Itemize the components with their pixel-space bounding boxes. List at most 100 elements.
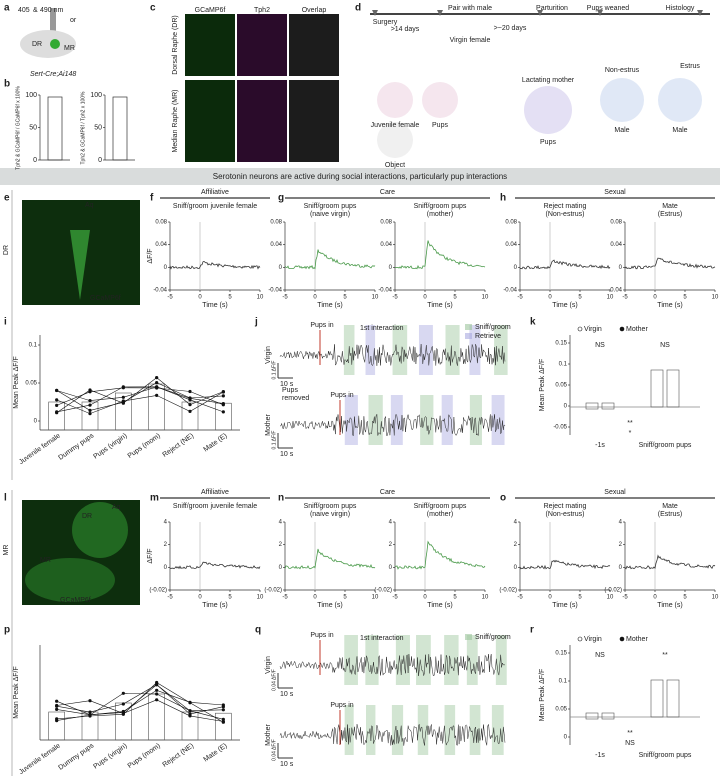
image-feature bbox=[25, 558, 115, 602]
scale-label: 0.1 ΔF/F bbox=[271, 361, 277, 380]
timeline-marker bbox=[372, 10, 378, 16]
bar bbox=[650, 369, 664, 408]
panel-letter: n bbox=[278, 493, 284, 504]
amp: & bbox=[33, 7, 38, 14]
x-tick-label: -5 bbox=[167, 295, 173, 301]
mouse-line: Sert-Cre;Ai148 bbox=[30, 71, 76, 78]
x-tick-label: 0 bbox=[198, 295, 202, 301]
brain bbox=[20, 30, 76, 58]
tick-label: 0 bbox=[98, 157, 102, 164]
y-tick-label: 0.04 bbox=[270, 242, 282, 248]
y-tick-label: (-0.02) bbox=[499, 588, 517, 594]
y-tick-label: (-0.02) bbox=[149, 588, 167, 594]
y-axis-label: Mean Peak ΔF/F bbox=[13, 666, 20, 719]
y-tick-label: 2 bbox=[279, 542, 283, 548]
annotation: 1st interaction bbox=[360, 635, 404, 642]
x-tick-label: 10 bbox=[482, 595, 489, 601]
bar bbox=[181, 401, 199, 431]
x-tick-label: -5 bbox=[622, 295, 628, 301]
stat-label: * bbox=[629, 430, 632, 437]
category: Care bbox=[380, 489, 395, 496]
y-tick-label: -0.05 bbox=[553, 425, 567, 431]
x-tick-label: -1s bbox=[595, 752, 605, 759]
subject-line bbox=[56, 382, 224, 411]
image bbox=[237, 14, 287, 76]
raphe bbox=[50, 39, 60, 49]
x-tick-label: 10 bbox=[372, 595, 379, 601]
y-tick-label: (-0.02) bbox=[604, 588, 622, 594]
epoch bbox=[395, 635, 410, 685]
x-tick-label: 5 bbox=[683, 295, 687, 301]
stat-label: NS bbox=[595, 342, 605, 349]
x-tick-label: 0 bbox=[313, 595, 317, 601]
epoch bbox=[469, 705, 481, 755]
y-tick-label: 0 bbox=[389, 565, 393, 571]
y-tick-label: (-0.02) bbox=[264, 588, 282, 594]
bubble bbox=[524, 86, 572, 134]
stat-label: ** bbox=[662, 652, 668, 659]
panel-letter: c bbox=[150, 3, 156, 14]
bar bbox=[47, 96, 63, 161]
y-tick-label: 0.04 bbox=[610, 242, 622, 248]
tick-label: 50 bbox=[94, 124, 102, 131]
plot-title: Sniff/groom pups bbox=[304, 503, 357, 510]
panel-letter: h bbox=[500, 193, 506, 204]
epoch bbox=[491, 705, 504, 755]
stat-label: NS bbox=[595, 652, 605, 659]
y-tick-label: 0 bbox=[389, 265, 393, 271]
y-tick-label: 0.04 bbox=[505, 242, 517, 248]
x-axis-label: Time (s) bbox=[202, 302, 227, 309]
x-tick-label: 0 bbox=[548, 295, 552, 301]
category: Affiliative bbox=[201, 489, 229, 496]
legend-swatch bbox=[465, 333, 472, 339]
image bbox=[185, 80, 235, 162]
y-tick-label: 2 bbox=[514, 542, 518, 548]
bar bbox=[115, 392, 132, 431]
trace bbox=[394, 540, 486, 570]
banner: Serotonin neurons are active during soci… bbox=[213, 172, 507, 181]
timeline-label: >14 days bbox=[391, 26, 420, 33]
point bbox=[221, 720, 225, 724]
y-tick-label: 0.08 bbox=[380, 220, 392, 226]
subject-line bbox=[56, 386, 224, 413]
stat-label: ** bbox=[627, 420, 633, 427]
scale-label: 10 s bbox=[280, 451, 294, 458]
legend-swatch bbox=[465, 634, 472, 640]
panel-letter: a bbox=[4, 3, 10, 14]
timeline-marker bbox=[697, 10, 703, 16]
annotation: 1st interaction bbox=[360, 325, 404, 332]
x-tick-label: Reject (NE) bbox=[162, 432, 196, 458]
panel-letter: m bbox=[150, 493, 159, 504]
image-feature bbox=[70, 230, 90, 300]
y-tick-label: 0.08 bbox=[505, 220, 517, 226]
image bbox=[237, 80, 287, 162]
x-tick-label: 5 bbox=[453, 295, 457, 301]
x-tick-label: 10 bbox=[607, 295, 614, 301]
legend-label: Sniff/groom bbox=[475, 634, 511, 641]
annotation: Pups bbox=[282, 387, 298, 394]
trace bbox=[284, 249, 376, 270]
or: or bbox=[70, 17, 77, 24]
timeline-label: Non-estrus bbox=[605, 67, 640, 74]
plot-title: Reject mating bbox=[544, 503, 587, 510]
bar bbox=[215, 712, 232, 741]
x-tick-label: Mate (E) bbox=[203, 742, 229, 763]
y-tick-label: 0 bbox=[34, 419, 38, 425]
x-tick-label: 10 bbox=[607, 595, 614, 601]
x-tick-label: Juvenile female bbox=[18, 432, 62, 466]
epoch bbox=[416, 635, 431, 685]
x-tick-label: Mate (E) bbox=[203, 432, 229, 453]
trace bbox=[284, 548, 376, 570]
row-label: Virgin bbox=[265, 346, 272, 364]
y-tick-label: 0 bbox=[564, 735, 568, 741]
timeline-label: Male bbox=[672, 127, 687, 134]
x-tick-label: Reject (NE) bbox=[162, 742, 196, 768]
bar bbox=[148, 383, 165, 431]
y-tick-label: 4 bbox=[389, 520, 393, 526]
scale-label: 10 s bbox=[280, 761, 294, 768]
timeline-label: Estrus bbox=[680, 63, 700, 70]
y-tick-label: -0.04 bbox=[268, 288, 282, 294]
y-tick-label: 0.05 bbox=[555, 707, 567, 713]
panel-letter: l bbox=[4, 493, 7, 504]
x-axis-label: Time (s) bbox=[657, 302, 682, 309]
